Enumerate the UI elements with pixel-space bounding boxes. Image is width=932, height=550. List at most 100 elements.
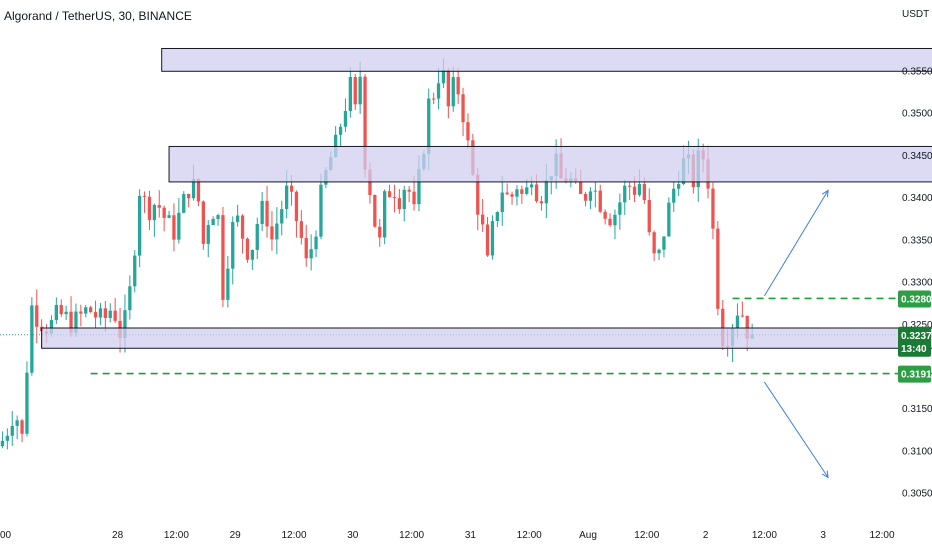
- candle-body: [373, 194, 377, 227]
- candle-body: [358, 76, 362, 105]
- candle-body: [623, 185, 627, 203]
- candle-body: [236, 215, 240, 223]
- candle-body: [667, 202, 671, 237]
- candle-body: [456, 77, 460, 95]
- time-tick-label: 31: [465, 530, 477, 541]
- candle-body: [613, 214, 617, 226]
- price-tick-label: 0.3400: [902, 193, 932, 204]
- candle-body: [588, 191, 593, 201]
- candle-body: [157, 204, 161, 208]
- candle-body: [387, 191, 392, 198]
- candle-body: [598, 190, 602, 212]
- time-tick-label: 12:00: [869, 530, 894, 541]
- candle-body: [397, 198, 401, 210]
- candle-body: [417, 168, 421, 205]
- projection-arrow-head: [821, 470, 829, 479]
- price-tick-label: 0.3150: [902, 404, 932, 415]
- candle-body: [378, 226, 382, 238]
- candle-body: [637, 184, 642, 195]
- time-axis[interactable]: 00 28 12:00 29 12:00 30 12:00 31 12:00 Aug 12:00 2 1…: [0, 530, 932, 541]
- candle-body: [407, 189, 411, 192]
- candle-body: [544, 180, 548, 204]
- candle-body: [461, 94, 465, 123]
- level-price-badge-text: 0.3191: [901, 370, 932, 381]
- candle-body: [187, 194, 191, 199]
- price-axis[interactable]: 0.3550 0.3500 0.3450 0.3400 0.3350 0.3300 0.32…: [902, 66, 932, 499]
- candle-body: [5, 435, 9, 441]
- price-tick-label: 0.3550: [902, 66, 932, 77]
- level-price-badge-text: 0.3280: [901, 294, 932, 305]
- candle-body: [280, 209, 284, 224]
- candle-body: [20, 420, 24, 434]
- candle-body: [255, 223, 259, 250]
- candle-body: [745, 315, 749, 339]
- candle-body: [265, 200, 269, 227]
- candle-body: [618, 202, 622, 215]
- price-tick-label: 0.3450: [902, 151, 932, 162]
- candle-body: [520, 189, 524, 194]
- candle-body: [476, 174, 480, 215]
- candle-body: [427, 98, 431, 155]
- candle-body: [466, 122, 470, 141]
- candle-body: [93, 312, 98, 318]
- candle-body: [740, 315, 744, 317]
- price-tick-label: 0.3300: [902, 278, 932, 289]
- candle-body: [133, 255, 137, 287]
- arrows-layer: [763, 189, 829, 479]
- candle-body: [285, 185, 289, 210]
- candle-body: [304, 237, 308, 259]
- time-tick-label: 28: [112, 530, 124, 541]
- candle-body: [603, 211, 607, 219]
- price-tick-label: 0.3500: [902, 109, 932, 120]
- candle-body: [123, 310, 127, 339]
- time-tick-label: 00: [0, 530, 12, 541]
- candle-body: [167, 215, 171, 218]
- candle-body: [113, 310, 117, 321]
- candle-body: [294, 191, 299, 222]
- candle-body: [515, 189, 519, 197]
- candle-body: [54, 304, 58, 321]
- candle-body: [0, 440, 5, 447]
- candle-body: [103, 308, 107, 318]
- candle-body: [231, 222, 235, 269]
- levels-layer: [90, 297, 932, 375]
- price-tick-label: 0.3100: [902, 446, 932, 457]
- candle-body: [583, 193, 588, 201]
- time-tick-label: 12:00: [399, 530, 424, 541]
- candle-body: [539, 201, 544, 204]
- candle-body: [383, 191, 387, 238]
- candle-body: [441, 70, 446, 84]
- candle-body: [481, 214, 485, 225]
- candle-body: [485, 224, 490, 256]
- candle-body: [334, 134, 338, 158]
- candle-body: [432, 98, 436, 100]
- candle-body: [338, 126, 343, 135]
- last-price-badge: [898, 326, 931, 357]
- projection-arrow-line: [763, 190, 829, 297]
- time-tick-label: 12:00: [634, 530, 659, 541]
- time-tick-label: 3: [820, 530, 826, 541]
- candle-body: [319, 184, 323, 237]
- price-tick-label: 0.3250: [902, 320, 932, 331]
- candle-body: [505, 192, 509, 195]
- candle-body: [353, 77, 357, 105]
- currency-label: USDT: [902, 9, 930, 20]
- candle-body: [299, 221, 303, 238]
- candle-body: [363, 76, 367, 170]
- candle-body: [138, 195, 142, 256]
- candle-body: [69, 311, 73, 333]
- candle-body: [64, 311, 68, 315]
- candle-body: [510, 194, 514, 197]
- price-zone-rect: [41, 327, 932, 349]
- zones-layer: [41, 47, 932, 349]
- level-price-badge: [898, 290, 931, 308]
- candle-body: [128, 286, 132, 311]
- projection-arrow-head: [821, 189, 829, 198]
- candle-body: [245, 238, 250, 260]
- price-zone-rect: [161, 47, 932, 72]
- candle-body: [608, 218, 612, 226]
- candle-body: [260, 200, 264, 224]
- candle-body: [15, 420, 19, 426]
- candle-body: [142, 195, 147, 197]
